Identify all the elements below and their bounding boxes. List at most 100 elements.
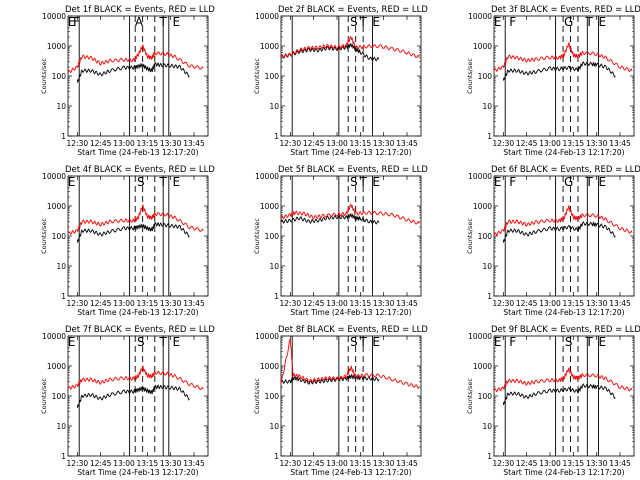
lld-series-line <box>493 366 633 393</box>
region-label: T <box>358 335 367 349</box>
x-tick-label: 12:30 <box>67 299 89 308</box>
x-tick-label: 13:30 <box>160 459 182 468</box>
x-tick-label: 13:00 <box>113 299 135 308</box>
x-tick-label: 13:45 <box>396 139 418 148</box>
x-tick-label: 13:00 <box>539 139 561 148</box>
x-tick-label: 13:00 <box>539 299 561 308</box>
events-series-line <box>76 221 190 243</box>
x-tick-label: 13:45 <box>396 459 418 468</box>
x-tick-label: 13:30 <box>586 299 608 308</box>
y-tick-label: 100 <box>52 392 67 401</box>
x-tick-label: 13:15 <box>137 459 159 468</box>
plot-frame <box>280 175 422 297</box>
x-tick-label: 13:00 <box>113 139 135 148</box>
y-tick-label: 1 <box>274 132 279 141</box>
x-tick-label: 13:45 <box>183 459 205 468</box>
y-tick-label: 100 <box>265 72 280 81</box>
chart-panel: Det 6f BLACK = Events, RED = LLD 1 10 100 10… <box>466 165 640 317</box>
x-tick-label: 12:45 <box>90 459 112 468</box>
x-tick-label: 13:45 <box>609 139 631 148</box>
chart-panel: Det 1f BLACK = Events, RED = LLD 1 10 100 10… <box>40 5 215 157</box>
region-label: E <box>494 335 502 349</box>
region-label: F <box>509 15 516 29</box>
y-axis-label: Counts/sec <box>253 218 261 254</box>
x-axis-label: Start Time (24-Feb-13 12:17:20) <box>290 308 411 317</box>
x-tick-label: 13:45 <box>183 139 205 148</box>
y-tick-label: 1000 <box>47 362 66 371</box>
chart-title: Det 7f BLACK = Events, RED = LLD <box>65 325 215 335</box>
x-tick-label: 13:30 <box>586 139 608 148</box>
region-label: F <box>509 335 516 349</box>
region-label: S <box>137 335 145 349</box>
region-label: E <box>598 175 606 189</box>
y-tick-label: 10000 <box>42 172 66 181</box>
chart-panel: Det 5f BLACK = Events, RED = LLD 1 10 100 10… <box>253 165 428 317</box>
x-tick-label: 13:15 <box>563 139 585 148</box>
lld-series-line <box>67 44 204 74</box>
x-axis-label: Start Time (24-Feb-13 12:17:20) <box>290 468 411 477</box>
chart-title: Det 4f BLACK = Events, RED = LLD <box>65 165 215 175</box>
plot-frame <box>67 175 209 297</box>
y-tick-label: 10 <box>269 262 279 271</box>
x-axis-label: Start Time (24-Feb-13 12:17:20) <box>77 148 198 157</box>
region-label: E <box>598 15 606 29</box>
x-tick-label: 13:30 <box>160 299 182 308</box>
y-tick-label: 10 <box>269 422 279 431</box>
x-tick-label: 13:00 <box>326 299 348 308</box>
region-label: E <box>372 175 380 189</box>
y-tick-label: 1000 <box>47 42 66 51</box>
x-axis-label: Start Time (24-Feb-13 12:17:20) <box>290 148 411 157</box>
y-tick-label: 1000 <box>260 362 279 371</box>
events-series-line <box>280 43 380 62</box>
region-label: T <box>585 335 594 349</box>
x-axis-label: Start Time (24-Feb-13 12:17:20) <box>503 308 624 317</box>
lld-series-line <box>280 203 420 225</box>
events-series-line <box>502 383 616 406</box>
chart-panel: Det 3f BLACK = Events, RED = LLD 1 10 100 10… <box>466 5 640 157</box>
x-tick-label: 13:45 <box>609 459 631 468</box>
x-axis-label: Start Time (24-Feb-13 12:17:20) <box>503 148 624 157</box>
x-tick-label: 13:45 <box>396 299 418 308</box>
y-tick-label: 10 <box>56 102 66 111</box>
y-tick-label: 1000 <box>473 362 492 371</box>
x-tick-label: 12:30 <box>280 299 302 308</box>
region-label: F <box>73 15 80 29</box>
y-tick-label: 10000 <box>255 12 279 21</box>
x-tick-label: 12:30 <box>493 299 515 308</box>
y-tick-label: 1 <box>487 292 492 301</box>
region-label: G <box>564 15 573 29</box>
y-axis-label: Counts/sec <box>253 58 261 94</box>
y-tick-label: 100 <box>478 72 493 81</box>
y-tick-label: 10 <box>269 102 279 111</box>
x-axis-label: Start Time (24-Feb-13 12:17:20) <box>77 308 198 317</box>
y-tick-label: 10 <box>482 422 492 431</box>
chart-title: Det 5f BLACK = Events, RED = LLD <box>278 165 428 175</box>
chart-title: Det 1f BLACK = Events, RED = LLD <box>65 5 215 15</box>
x-tick-label: 13:30 <box>373 139 395 148</box>
x-tick-label: 13:30 <box>160 139 182 148</box>
y-tick-label: 10000 <box>468 332 492 341</box>
y-tick-label: 1 <box>274 452 279 461</box>
x-tick-label: 13:30 <box>373 299 395 308</box>
x-tick-label: 13:45 <box>609 299 631 308</box>
x-tick-label: 13:00 <box>326 459 348 468</box>
x-tick-label: 13:00 <box>539 459 561 468</box>
y-tick-label: 1000 <box>260 202 279 211</box>
x-tick-label: 12:45 <box>303 139 325 148</box>
y-tick-label: 1 <box>487 452 492 461</box>
region-label: T <box>159 335 168 349</box>
plot-frame <box>493 175 635 297</box>
y-tick-label: 100 <box>52 232 67 241</box>
x-tick-label: 13:15 <box>563 299 585 308</box>
region-label: T <box>159 15 168 29</box>
plot-frame <box>67 15 209 137</box>
y-axis-label: Counts/sec <box>253 378 261 414</box>
y-tick-label: 10 <box>56 262 66 271</box>
x-tick-label: 13:15 <box>137 299 159 308</box>
chart-panel: Det 7f BLACK = Events, RED = LLD 1 10 100 10… <box>40 325 215 477</box>
region-label: S <box>137 175 145 189</box>
y-axis-label: Counts/sec <box>466 58 474 94</box>
y-tick-label: 100 <box>52 72 67 81</box>
y-tick-label: 10 <box>56 422 66 431</box>
